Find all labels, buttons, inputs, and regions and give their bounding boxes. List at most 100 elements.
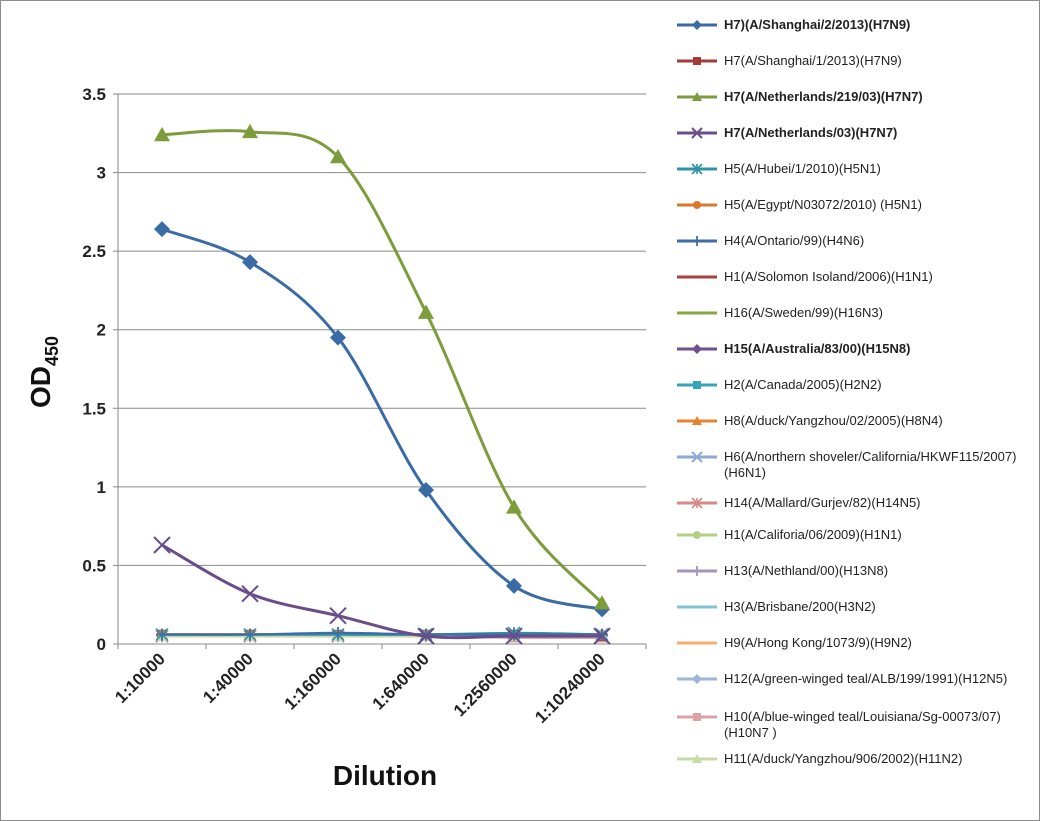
legend-marker: [692, 92, 702, 101]
legend-swatch: [677, 754, 717, 763]
series-line: [161, 631, 602, 636]
legend-swatch: [677, 674, 717, 684]
data-point: [596, 628, 608, 641]
legend-marker: [692, 674, 702, 684]
legend-item: H7(A/Netherlands/219/03)(H7N7): [675, 84, 1035, 120]
legend-marker: [693, 201, 701, 209]
legend-item: H8(A/duck/Yangzhou/02/2005)(H8N4): [675, 408, 1035, 444]
legend-marker: [692, 20, 702, 30]
legend-marker: [691, 451, 703, 463]
legend-item: H4(A/Ontario/99)(H4N6): [675, 228, 1035, 264]
y-tick-label: 0.5: [82, 556, 106, 575]
x-tick-label: 1:160000: [281, 649, 345, 713]
legend-marker: [693, 713, 701, 721]
legend-marker: [691, 497, 703, 509]
legend-swatch: [677, 344, 717, 354]
legend-marker: [692, 566, 702, 576]
y-tick-label: 1.5: [82, 399, 106, 418]
legend-label: H5(A/Hubei/1/2010)(H5N1): [724, 161, 881, 176]
legend-label: H3(A/Brisbane/200(H3N2): [724, 599, 876, 614]
legend-item: H10(A/blue-winged teal/Louisiana/Sg-0007…: [675, 704, 1035, 746]
legend: H7)(A/Shanghai/2/2013)(H7N9) H7(A/Shangha…: [675, 12, 1035, 782]
legend-marker: [691, 127, 703, 139]
legend-swatch: [677, 713, 717, 721]
legend-label: H15(A/Australia/83/00)(H15N8): [724, 341, 911, 356]
data-point: [156, 628, 168, 641]
x-tick-label: 1:2560000: [450, 649, 521, 720]
legend-swatch: [677, 605, 717, 609]
legend-item: H1(A/Califoria/06/2009)(H1N1): [675, 522, 1035, 558]
legend-label: H13(A/Nethland/00)(H13N8): [724, 563, 889, 578]
legend-marker: [692, 236, 702, 246]
legend-item: H7)(A/Shanghai/2/2013)(H7N9): [675, 12, 1035, 48]
series-line: [161, 129, 604, 605]
line-chart: 00.511.522.533.5 1:10000 1:40000 1:160000 1…: [25, 85, 647, 791]
x-tick-label: 1:10000: [111, 649, 169, 707]
y-axis-title-subscript: 450: [42, 336, 62, 366]
legend-swatch: [677, 416, 717, 425]
legend-item: H12(A/green-winged teal/ALB/199/1991)(H1…: [675, 666, 1035, 704]
data-point: [329, 607, 347, 625]
legend-label: H1(A/Solomon Isoland/2006)(H1N1): [724, 269, 933, 284]
legend-marker: [693, 381, 701, 389]
data-point: [508, 628, 520, 641]
legend-item: H9(A/Hong Kong/1073/9)(H9N2): [675, 630, 1035, 666]
x-tick-label: 1:10240000: [531, 649, 609, 727]
y-tick-label: 2.5: [82, 242, 106, 261]
legend-item: H15(A/Australia/83/00)(H15N8): [675, 336, 1035, 372]
legend-item: H11(A/duck/Yangzhou/906/2002)(H11N2): [675, 746, 1035, 782]
legend-item: H1(A/Solomon Isoland/2006)(H1N1): [675, 264, 1035, 300]
legend-label: H12(A/green-winged teal/ALB/199/1991)(H1…: [724, 671, 1008, 686]
y-axis-title: OD: [25, 366, 56, 408]
data-point: [418, 304, 434, 319]
data-point: [244, 628, 256, 641]
legend-marker: [692, 344, 702, 354]
legend-marker: [692, 416, 702, 425]
legend-swatch: [677, 497, 717, 509]
legend-item: H2(A/Canada/2005)(H2N2): [675, 372, 1035, 408]
legend-item: H13(A/Nethland/00)(H13N8): [675, 558, 1035, 594]
legend-swatch: [677, 531, 717, 539]
series-line: [161, 227, 603, 611]
legend-swatch: [677, 57, 717, 65]
legend-swatch: [677, 381, 717, 389]
y-tick-label: 1: [97, 478, 106, 497]
legend-item: H14(A/Mallard/Gurjev/82)(H14N5): [675, 490, 1035, 522]
legend-label: H7(A/Netherlands/03)(H7N7): [724, 125, 898, 140]
legend-swatch: [677, 641, 717, 645]
data-point: [154, 221, 170, 238]
x-axis: 1:10000 1:40000 1:160000 1:640000 1:2560000 1…: [111, 643, 647, 727]
data-point: [241, 585, 259, 603]
data-point: [154, 126, 170, 142]
legend-swatch: [677, 566, 717, 576]
y-tick-label: 3.5: [82, 85, 106, 104]
x-tick-label: 1:640000: [369, 649, 433, 713]
legend-label: H8(A/duck/Yangzhou/02/2005)(H8N4): [724, 413, 943, 428]
y-axis: 0 0.5 1 1.5 2 2.5 3 3.5: [82, 85, 119, 654]
legend-label: H11(A/duck/Yangzhou/906/2002)(H11N2): [724, 751, 963, 766]
legend-swatch: [677, 127, 717, 139]
series-2: [154, 123, 610, 610]
legend-item: H6(A/northern shoveler/California/HKWF11…: [675, 444, 1035, 490]
data-point: [330, 329, 346, 346]
legend-swatch: [677, 275, 717, 279]
legend-item: H3(A/Brisbane/200(H3N2): [675, 594, 1035, 630]
data-point: [153, 536, 171, 554]
data-point: [330, 148, 346, 164]
data-point: [242, 254, 258, 271]
legend-item: H5(A/Egypt/N03072/2010) (H5N1): [675, 192, 1035, 228]
legend-label: H10(A/blue-winged teal/Louisiana/Sg-0007…: [724, 709, 1001, 740]
data-point: [506, 577, 522, 594]
legend-swatch: [677, 20, 717, 30]
series-6: [156, 627, 608, 641]
data-point: [594, 595, 610, 610]
series-line: [161, 543, 602, 640]
legend-label: H16(A/Sweden/99)(H16N3): [724, 305, 883, 320]
y-axis-title-group: OD450: [25, 336, 62, 408]
legend-label: H9(A/Hong Kong/1073/9)(H9N2): [724, 635, 912, 650]
legend-label: H2(A/Canada/2005)(H2N2): [724, 377, 882, 392]
legend-swatch: [677, 311, 717, 315]
legend-item: H7(A/Shanghai/1/2013)(H7N9): [675, 48, 1035, 84]
legend-label: H7(A/Netherlands/219/03)(H7N7): [724, 89, 923, 104]
legend-swatch: [677, 451, 717, 463]
